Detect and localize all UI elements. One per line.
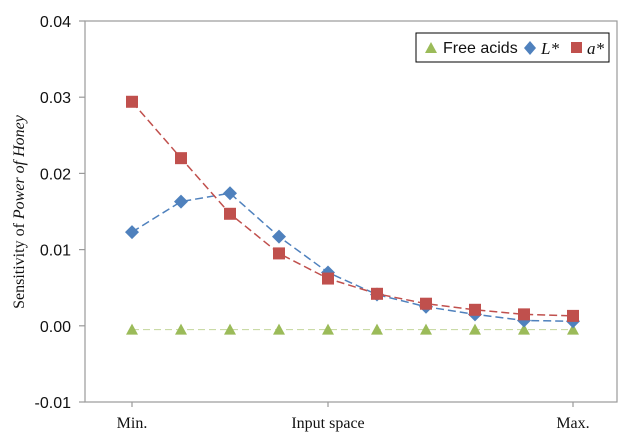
data-point-a (322, 272, 334, 285)
data-point-a (518, 308, 530, 321)
data-point-l (125, 225, 139, 240)
legend-marker-l (524, 41, 536, 55)
data-point-a (175, 152, 187, 165)
data-point-a (371, 287, 383, 300)
y-tick-label: 0.01 (40, 243, 71, 260)
data-point-free-acids (224, 323, 236, 335)
data-point-l (272, 229, 286, 244)
legend-marker-free-acids (425, 42, 437, 53)
x-tick-label-max: Max. (556, 415, 589, 432)
y-tick-label: 0.04 (40, 14, 71, 31)
y-axis-label-italic: Power of Honey (11, 114, 28, 220)
data-point-a (469, 303, 481, 316)
y-axis-label: Sensitivity of Power of Honey (11, 114, 28, 309)
data-point-a (126, 95, 138, 108)
series-layer (125, 95, 580, 335)
y-tick-label: 0.02 (40, 166, 71, 183)
data-point-l (174, 194, 188, 209)
data-point-free-acids (126, 323, 138, 335)
y-axis-label-prefix: Sensitivity of (11, 219, 28, 309)
legend-marker-a (571, 42, 582, 53)
y-tick-label: 0.03 (40, 90, 71, 107)
data-point-free-acids (175, 323, 187, 335)
legend-label-l: L* (540, 39, 559, 58)
y-tick-label: -0.01 (35, 395, 72, 412)
data-point-free-acids (567, 323, 579, 335)
data-point-free-acids (518, 323, 530, 335)
data-point-a (420, 297, 432, 310)
x-axis-label: Input space (291, 415, 364, 432)
legend: Free acids L* a* (415, 32, 610, 63)
series-line-2 (131, 101, 574, 317)
legend-label-a: a* (587, 39, 605, 58)
data-point-a (273, 247, 285, 260)
data-point-free-acids (469, 323, 481, 335)
x-tick-label-min: Min. (117, 415, 148, 432)
y-tick-label: 0.00 (40, 319, 71, 336)
x-axis: Min. Input space Max. (117, 402, 590, 432)
data-point-a (567, 309, 579, 322)
data-point-free-acids (273, 323, 285, 335)
series-line-1 (131, 192, 574, 322)
data-point-free-acids (420, 323, 432, 335)
legend-label-free-acids: Free acids (443, 40, 518, 57)
data-point-free-acids (371, 323, 383, 335)
data-point-free-acids (322, 323, 334, 335)
data-point-l (223, 186, 237, 201)
y-axis: 0.04 0.03 0.02 0.01 0.00 -0.01 (35, 14, 85, 412)
plot-area (84, 20, 618, 403)
data-point-a (224, 207, 236, 220)
